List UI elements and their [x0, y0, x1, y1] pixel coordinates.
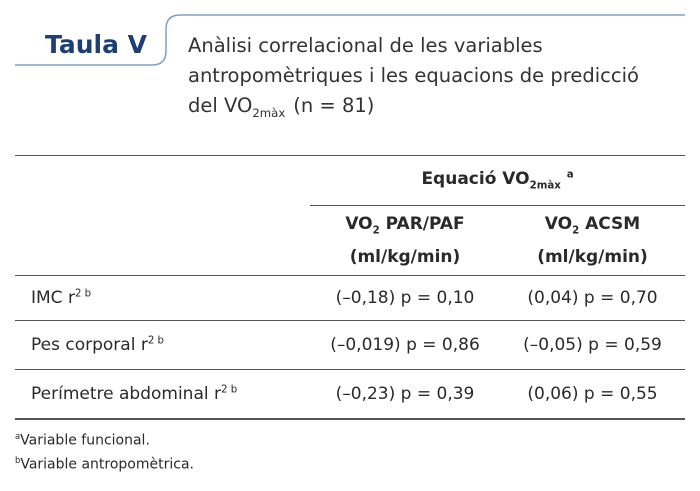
- part: Equació VO: [421, 169, 530, 190]
- cell: (–0,18) p = 0,10: [335, 288, 475, 308]
- row-label-text: Perímetre abdominal r: [31, 383, 221, 404]
- column-header-text: VO: [345, 213, 373, 234]
- part: a: [15, 431, 21, 441]
- part: Variable funcional.: [20, 432, 150, 449]
- header-frame: [15, 14, 685, 66]
- part: a: [566, 169, 574, 181]
- table-label: Taula V: [45, 30, 147, 59]
- part: [15, 206, 310, 276]
- title: antropomètriques i les equacions de pred…: [188, 64, 639, 87]
- superscript: 2 b: [74, 288, 92, 300]
- row: Pes corporal r2 b (–0,019) p = 0,86 (–0,05…: [15, 321, 685, 370]
- cell: (0,06) p = 0,55: [527, 383, 658, 404]
- cell: (–0,23) p = 0,39: [335, 383, 475, 404]
- column-header: VO2 PAR/PAF (ml/kg/min): [310, 206, 500, 276]
- row: Perímetre abdominal r2 b (–0,23) p = 0,39…: [15, 370, 685, 419]
- row-label: IMC r2 b: [15, 276, 310, 321]
- part: del VO: [188, 94, 253, 117]
- row-label: Pes corporal r2 b: [15, 321, 310, 370]
- unit: (ml/kg/min): [537, 247, 648, 268]
- row-label-text: IMC r: [31, 288, 75, 308]
- cell: (0,04) p = 0,70: [527, 288, 658, 308]
- column-header-text: PAR/PAF: [385, 213, 465, 234]
- row-label-text: Pes corporal r: [31, 335, 148, 355]
- column-header-text: ACSM: [585, 213, 641, 234]
- title: Anàlisi correlacional de les variables: [188, 34, 543, 57]
- column-header-text: VO: [544, 213, 573, 234]
- part: 2màx: [529, 180, 561, 192]
- part: Equació VO2màx a VO2 PAR/PAF (ml/kg/min) V…: [15, 155, 685, 276]
- part: [15, 156, 310, 206]
- title: del VO2màx (n = 81): [188, 94, 374, 120]
- part: 2màx: [252, 105, 286, 120]
- cell: (–0,019) p = 0,86: [330, 335, 480, 355]
- column-header: VO2 ACSM (ml/kg/min): [500, 206, 685, 276]
- footnote: bVariable antropomètrica.: [15, 455, 194, 473]
- unit: (ml/kg/min): [349, 247, 461, 268]
- superscript: 2 b: [220, 384, 238, 396]
- subscript: 2: [572, 225, 580, 237]
- table: Equació VO2màx a VO2 PAR/PAF (ml/kg/min) V…: [15, 155, 685, 420]
- part: Equació VO2màx a: [15, 155, 685, 206]
- part: VO2 PAR/PAF (ml/kg/min) VO2 ACSM (ml/kg/min…: [15, 206, 685, 276]
- row-label: Perímetre abdominal r2 b: [15, 370, 310, 419]
- part: Variable antropomètrica.: [20, 456, 194, 473]
- part: [15, 14, 685, 66]
- subscript: 2: [372, 225, 380, 237]
- superscript: 2 b: [147, 335, 165, 347]
- group-header: Equació VO2màx a: [310, 155, 685, 206]
- footnote: aVariable funcional.: [15, 431, 150, 449]
- cell: (–0,05) p = 0,59: [523, 335, 662, 355]
- part: b: [15, 455, 21, 465]
- row: IMC r2 b (–0,18) p = 0,10 (0,04) p = 0,70: [15, 276, 685, 321]
- part: (n = 81): [293, 94, 375, 117]
